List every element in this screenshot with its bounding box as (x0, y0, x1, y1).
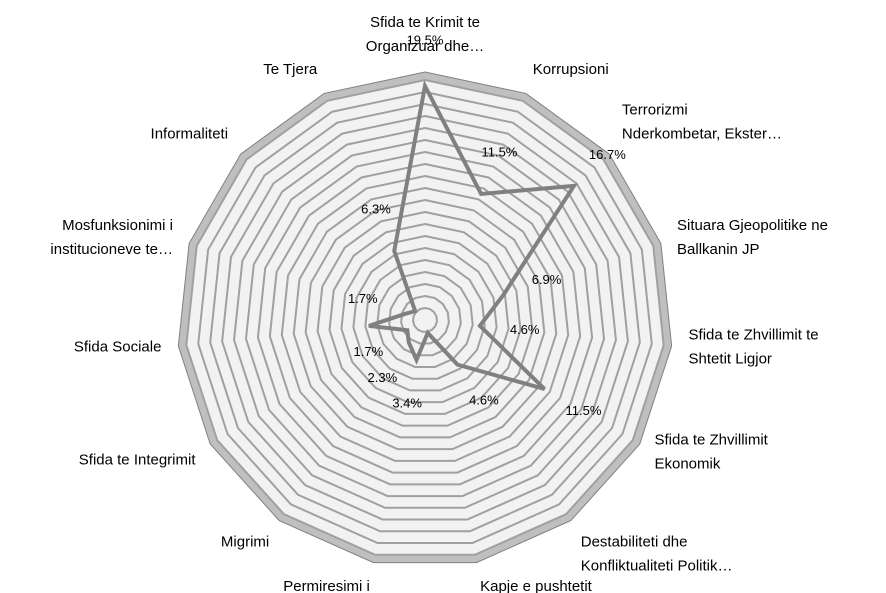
data-label: 4.6% (469, 393, 499, 408)
category-label: Organizuar dhe… (366, 38, 484, 55)
grid-ring (221, 114, 629, 521)
category-label: Te Tjera (263, 61, 318, 78)
radar-inner (186, 80, 664, 555)
category-label: Korrupsioni (533, 61, 609, 78)
grid-ring (185, 78, 665, 556)
category-label: Permiresimi i (283, 578, 370, 593)
grid-ring (376, 270, 474, 368)
grid-ring (328, 222, 522, 415)
grid-ring (280, 174, 570, 462)
grid-ring (292, 186, 558, 451)
data-label: 1.7% (354, 344, 384, 359)
category-label: Sfida te Integrimit (79, 451, 197, 468)
grid-ring (209, 102, 641, 533)
category-label: Sfida te Krimit te (370, 14, 480, 31)
grid-ring (316, 210, 534, 427)
category-label: Terrorizmi (622, 102, 688, 119)
category-label: Sfida te Zhvillimit te (689, 327, 819, 344)
data-label: 19.5% (407, 32, 444, 47)
grid-ring (244, 138, 606, 498)
data-label: 11.5% (481, 144, 517, 159)
grid-ring (233, 126, 617, 509)
category-label: Shtetit Ligjor (689, 351, 772, 368)
grid-ring (412, 306, 438, 333)
category-label: Migrimi (221, 533, 269, 550)
grid-ring (197, 90, 653, 545)
category-label: Ballkanin JP (677, 241, 760, 258)
category-label: Sfida Sociale (74, 339, 162, 356)
category-label: Kapje e pushtetit (480, 578, 593, 593)
category-label: Konfliktualiteti Politik… (581, 557, 733, 574)
category-label: Situara Gjeopolitike ne (677, 217, 828, 234)
data-label: 3.4% (392, 395, 422, 410)
grid-ring (352, 246, 498, 392)
grid-ring (364, 258, 486, 380)
category-label: institucioneve te… (50, 241, 173, 258)
data-label: 11.5% (566, 403, 602, 418)
data-label: 4.6% (510, 322, 540, 337)
grid-ring (256, 150, 594, 486)
category-label: Mosfunksionimi i (62, 217, 173, 234)
category-label: Informaliteti (151, 126, 229, 143)
data-label: 1.7% (348, 291, 378, 306)
category-label: Ekonomik (654, 455, 720, 472)
category-label: Destabiliteti dhe (581, 533, 688, 550)
grid-ring (268, 162, 582, 474)
data-label: 16.7% (589, 147, 626, 162)
data-label: 6.3% (361, 201, 391, 216)
category-label: Nderkombetar, Ekster… (622, 126, 782, 143)
grid-ring (388, 282, 462, 357)
data-label: 2.3% (368, 370, 398, 385)
series-line (368, 79, 578, 391)
data-label: 6.9% (532, 272, 562, 287)
category-label: Sfida te Zhvillimit (654, 431, 768, 448)
grid-ring (340, 234, 510, 404)
